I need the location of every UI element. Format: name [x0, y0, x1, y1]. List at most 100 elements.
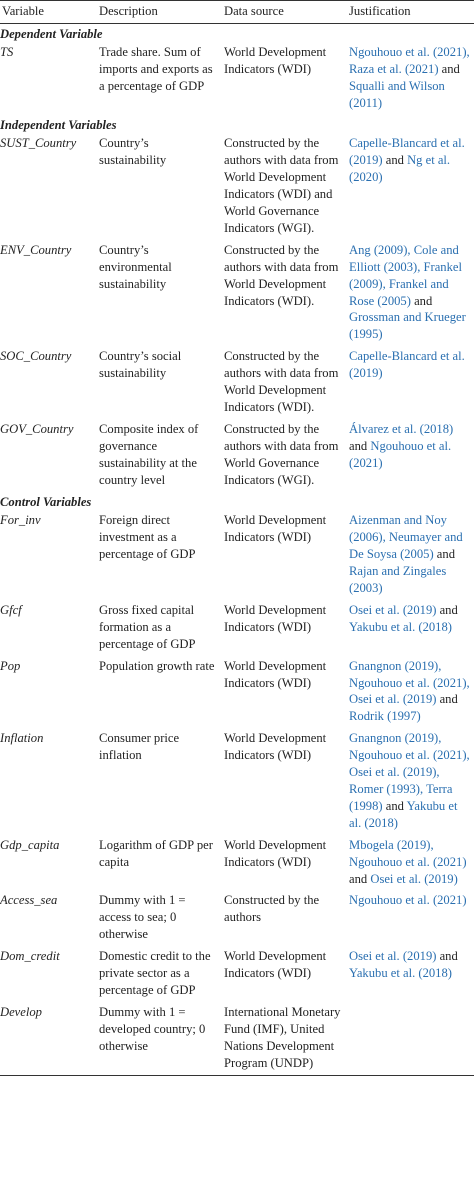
- description: Country’s environmental sustainability: [99, 242, 172, 291]
- data-row: Dom_credit Domestic credit to the private…: [0, 947, 474, 1003]
- data-row: GOV_Country Composite index of governance…: [0, 420, 474, 493]
- citation-link: Osei et al. (2019),: [349, 765, 440, 780]
- column-header: Description: [97, 0, 222, 24]
- data-source: World Development Indicators (WDI): [224, 658, 327, 690]
- citation-link: Ngouhouo et al. (2021),: [349, 748, 470, 763]
- column-header: Data source: [222, 0, 347, 24]
- variable: Access_sea: [0, 893, 58, 908]
- variable: Pop: [0, 658, 21, 673]
- justification: Mbogela (2019), Ngouhouo et al. (2021) a…: [347, 836, 474, 892]
- description: Country’s social sustainability: [99, 349, 182, 381]
- description: Composite index of governance sustainabi…: [99, 421, 199, 487]
- data-source: World Development Indicators (WDI): [224, 513, 327, 545]
- data-row: TS Trade share. Sum of imports and export…: [0, 43, 474, 116]
- citation-link: Cole and Elliott (2003),: [349, 242, 459, 274]
- table-body: Dependent Variable TS Trade share. Sum of …: [0, 23, 474, 1076]
- citation-link: Mbogela (2019),: [349, 837, 434, 852]
- data-row: For_inv Foreign direct investment as a pe…: [0, 511, 474, 601]
- citation-link: Ngouhouo et al. (2021): [349, 893, 467, 908]
- section-row: Control Variables: [0, 492, 474, 511]
- variable: Gfcf: [0, 602, 22, 617]
- citation-link: Grossman and Krueger (1995): [349, 310, 466, 342]
- description: Foreign direct investment as a percentag…: [99, 513, 196, 562]
- data-row: SUST_Country Country’s sustainability Cons…: [0, 134, 474, 240]
- data-row: Gdp_capita Logarithm of GDP per capita Wor…: [0, 836, 474, 892]
- justification: Capelle-Blancard et al. (2019): [347, 347, 474, 420]
- citation-link: Aizenman and Noy (2006),: [349, 513, 447, 545]
- data-source: International Monetary Fund (IMF), Unite…: [224, 1004, 341, 1070]
- data-row: SOC_Country Country’s social sustainabili…: [0, 347, 474, 420]
- citation-link: Frankel (2009),: [349, 259, 462, 291]
- connector: and: [349, 438, 371, 453]
- citation-link: Capelle-Blancard et al. (2019): [349, 136, 465, 168]
- data-source: Constructed by the authors with data fro…: [224, 242, 339, 308]
- justification: [347, 1003, 474, 1076]
- data-source: World Development Indicators (WDI): [224, 949, 327, 981]
- citation-link: Ngouhouo et al. (2021),: [349, 44, 470, 59]
- citation-link: Ngouhouo et al. (2021): [349, 438, 452, 470]
- justification: Osei et al. (2019) and Yakubu et al. (20…: [347, 601, 474, 657]
- data-source: World Development Indicators (WDI): [224, 44, 327, 76]
- variables-table: Variable Description Data source Justificat…: [0, 0, 474, 1077]
- citation-link: Yakubu et al. (2018): [349, 619, 452, 634]
- data-row: Inflation Consumer price inflation World D…: [0, 729, 474, 835]
- data-source: World Development Indicators (WDI): [224, 731, 327, 763]
- connector: and: [349, 871, 371, 886]
- description: Domestic credit to the private sector as…: [99, 949, 211, 997]
- variable: ENV_Country: [0, 242, 72, 257]
- description: Country’s sustainability: [99, 136, 167, 168]
- connector: and: [433, 547, 455, 562]
- variable: TS: [0, 44, 14, 59]
- citation-link: Frankel and Rose (2005): [349, 276, 449, 308]
- variable: For_inv: [0, 513, 41, 528]
- citation-link: Romer (1993),: [349, 781, 424, 796]
- description: Gross fixed capital formation as a perce…: [99, 602, 196, 651]
- data-row: Pop Population growth rate World Developme…: [0, 657, 474, 730]
- citation-link: Gnangnon (2019),: [349, 731, 442, 746]
- description: Dummy with 1 = access to sea; 0 otherwis…: [99, 893, 186, 942]
- data-source: Constructed by the authors with data fro…: [224, 136, 339, 235]
- connector: and: [436, 692, 458, 707]
- connector: and: [436, 949, 458, 964]
- citation-link: Terra (1998): [349, 781, 453, 813]
- citation-link: Raza et al. (2021): [349, 61, 439, 76]
- description: Trade share. Sum of imports and exports …: [99, 44, 213, 93]
- variable: SOC_Country: [0, 349, 72, 364]
- justification: Capelle-Blancard et al. (2019) and Ng et…: [347, 134, 474, 240]
- justification: Álvarez et al. (2018) and Ngouhouo et al…: [347, 420, 474, 493]
- citation-link: Rajan and Zingales (2003): [349, 564, 447, 595]
- citation-link: Gnangnon (2019),: [349, 658, 442, 673]
- citation-link: Rodrik (1997): [349, 709, 421, 724]
- section-row: Independent Variables: [0, 115, 474, 134]
- citation-link: Osei et al. (2019): [349, 602, 437, 617]
- data-row: Develop Dummy with 1 = developed country;…: [0, 1003, 474, 1076]
- data-row: ENV_Country Country’s environmental susta…: [0, 241, 474, 347]
- connector: and: [382, 798, 407, 813]
- justification: Gnangnon (2019), Ngouhouo et al. (2021),…: [347, 657, 474, 730]
- justification: Ang (2009), Cole and Elliott (2003), Fra…: [347, 241, 474, 347]
- section-row: Dependent Variable: [0, 23, 474, 42]
- citation-link: Neumayer and De Soysa (2005): [349, 530, 463, 562]
- variable: GOV_Country: [0, 421, 74, 436]
- section-title: Control Variables: [0, 495, 92, 510]
- citation-link: Capelle-Blancard et al. (2019): [349, 349, 465, 381]
- citation-link: Yakubu et al. (2018): [349, 966, 452, 981]
- header-row: Variable Description Data source Justificat…: [0, 0, 474, 24]
- citation-link: Yakubu et al. (2018): [349, 798, 458, 830]
- justification: Ngouhouo et al. (2021), Raza et al. (202…: [347, 43, 474, 116]
- description: Logarithm of GDP per capita: [99, 837, 213, 869]
- description: Consumer price inflation: [99, 731, 180, 763]
- connector: and: [382, 153, 408, 168]
- justification: Gnangnon (2019), Ngouhouo et al. (2021),…: [347, 729, 474, 835]
- column-header: Justification: [347, 0, 474, 24]
- citation-link: Squalli and Wilson (2011): [349, 78, 445, 110]
- variable: Gdp_capita: [0, 837, 60, 852]
- connector: and: [438, 61, 460, 76]
- data-source: Constructed by the authors with data fro…: [224, 421, 339, 487]
- citation-link: Osei et al. (2019): [370, 871, 458, 886]
- justification: Osei et al. (2019) and Yakubu et al. (20…: [347, 947, 474, 1003]
- connector: and: [436, 602, 458, 617]
- citation-link: Ang (2009),: [349, 242, 411, 257]
- justification: Aizenman and Noy (2006), Neumayer and De…: [347, 511, 474, 601]
- citation-link: Ngouhouo et al. (2021),: [349, 675, 470, 690]
